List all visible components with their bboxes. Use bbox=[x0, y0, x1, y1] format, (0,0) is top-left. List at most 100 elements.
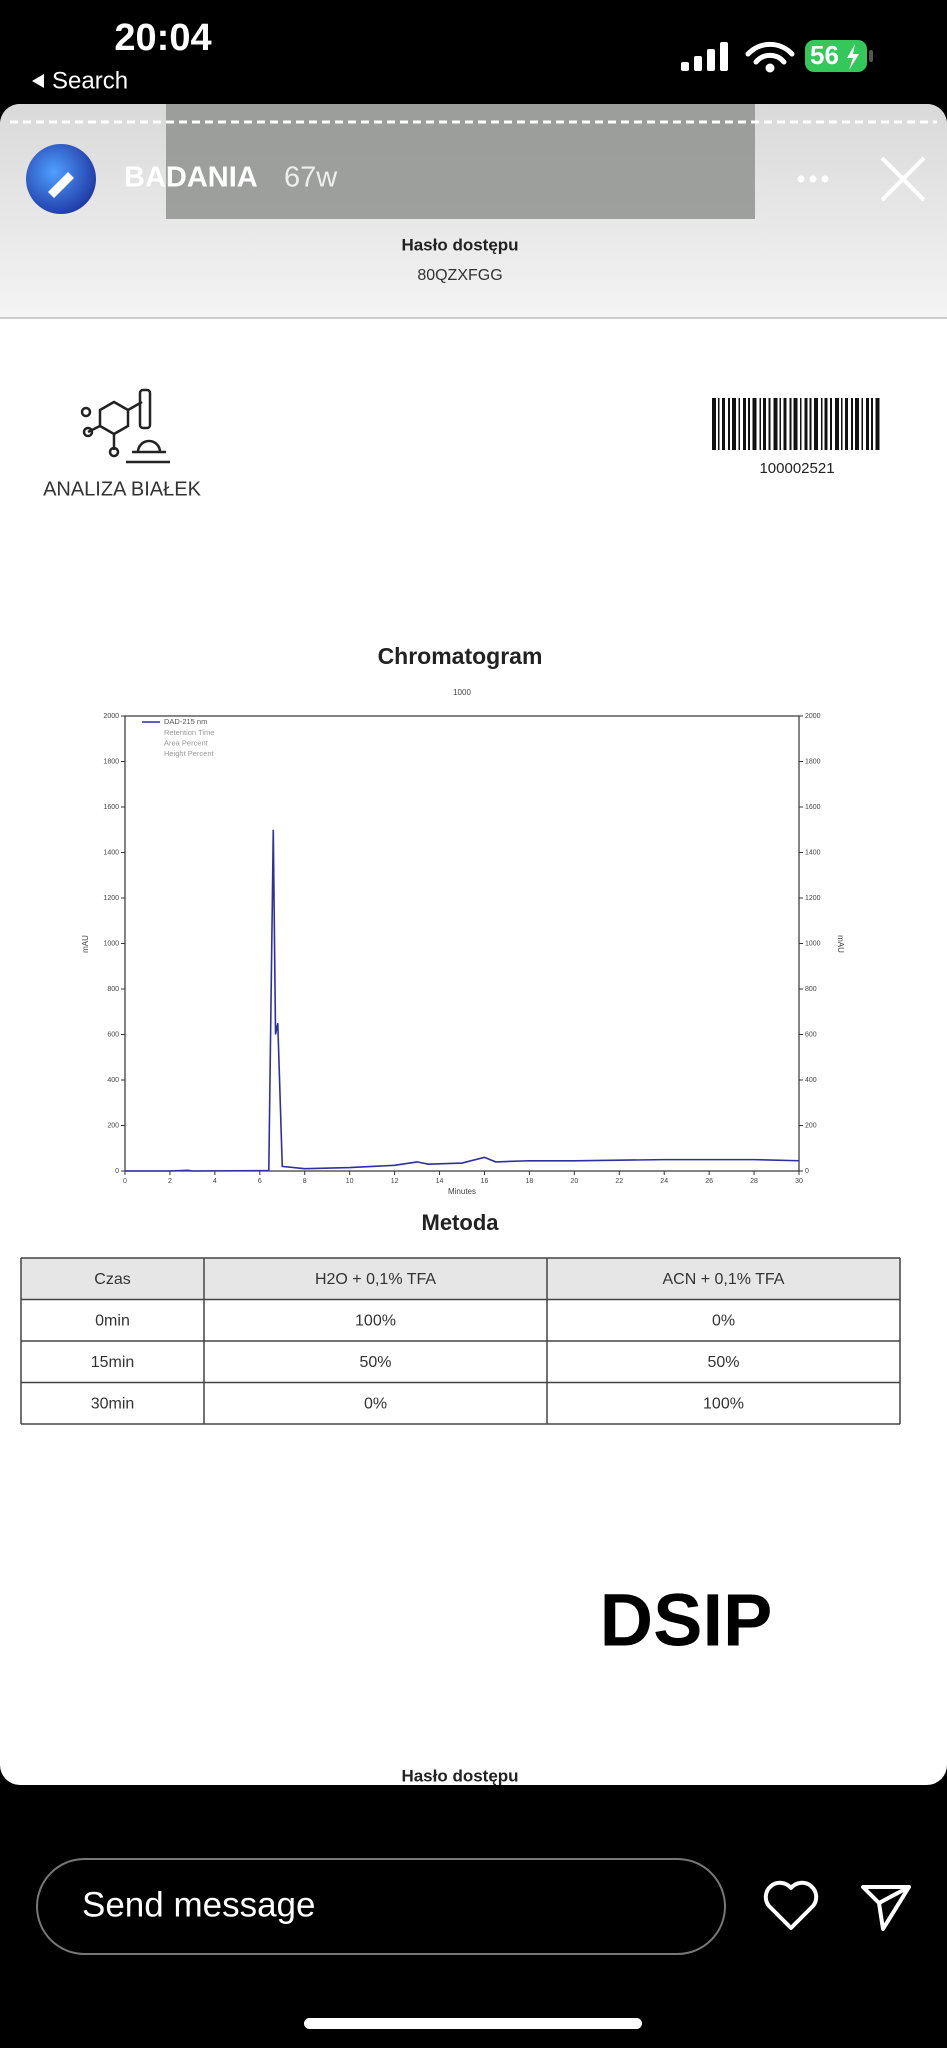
barcode-bar bbox=[763, 398, 766, 450]
table-header-cell: Czas bbox=[94, 1271, 130, 1288]
y2-tick-label: 400 bbox=[805, 1077, 817, 1084]
method-title: Metoda bbox=[422, 1210, 500, 1235]
barcode-bar bbox=[759, 398, 761, 450]
table-cell: 0% bbox=[712, 1312, 735, 1329]
barcode-bar bbox=[748, 398, 750, 450]
x-tick-label: 10 bbox=[346, 1178, 354, 1185]
chromatogram-line bbox=[125, 829, 800, 1172]
barcode-bar bbox=[830, 398, 832, 450]
x-tick-label: 22 bbox=[615, 1178, 623, 1185]
barcode-number: 100002521 bbox=[759, 460, 834, 477]
barcode-bar bbox=[738, 398, 740, 450]
table-cell: 50% bbox=[359, 1354, 391, 1371]
back-arrow bbox=[32, 74, 44, 88]
more-button[interactable] bbox=[797, 175, 829, 183]
table-header-cell: H2O + 0,1% TFA bbox=[315, 1271, 436, 1288]
access-code: 80QZXFGG bbox=[417, 267, 502, 284]
y2-tick-label: 1200 bbox=[805, 895, 821, 902]
x-tick-label: 30 bbox=[795, 1178, 803, 1185]
method-table: Czas H2O + 0,1% TFA ACN + 0,1% TFA 0min 100%… bbox=[20, 1257, 901, 1425]
username[interactable]: BADANIA bbox=[124, 162, 258, 194]
legend-annotation: Retention Time bbox=[164, 728, 214, 737]
barcode-bar bbox=[718, 398, 720, 450]
x-tick-label: 26 bbox=[705, 1178, 713, 1185]
y2-axis-label: mAU bbox=[836, 935, 845, 953]
logo-text: ANALIZA BIAŁEK bbox=[43, 478, 202, 500]
barcode-bar bbox=[855, 398, 859, 450]
barcode-bar bbox=[866, 398, 869, 450]
table-cell: 0% bbox=[364, 1395, 387, 1412]
share-button[interactable] bbox=[861, 1885, 911, 1931]
battery-cap bbox=[869, 50, 873, 62]
clock: 20:04 bbox=[114, 17, 211, 59]
barcode-bar bbox=[743, 398, 746, 450]
y-axis-label: mAU bbox=[81, 935, 90, 953]
barcode-bar bbox=[841, 398, 843, 450]
x-tick-label: 4 bbox=[213, 1178, 217, 1185]
x-tick-label: 16 bbox=[481, 1178, 489, 1185]
y-tick-label: 2000 bbox=[103, 713, 119, 720]
like-button[interactable] bbox=[763, 1880, 819, 1930]
legend-annotation: Area Percent bbox=[164, 738, 209, 747]
wifi-icon bbox=[745, 41, 795, 73]
y2-tick-label: 1600 bbox=[805, 804, 821, 811]
x-tick-label: 8 bbox=[303, 1178, 307, 1185]
signal-icon bbox=[681, 42, 728, 71]
barcode-bar bbox=[752, 398, 757, 450]
barcode-bar bbox=[773, 398, 778, 450]
y-tick-label: 1600 bbox=[103, 804, 119, 811]
barcode-bar bbox=[809, 398, 812, 450]
y-tick-label: 200 bbox=[107, 1122, 119, 1129]
y-tick-label: 400 bbox=[107, 1077, 119, 1084]
table-cell: 0min bbox=[95, 1312, 130, 1329]
y-tick-label: 1000 bbox=[103, 940, 119, 947]
y2-tick-label: 1400 bbox=[805, 849, 821, 856]
y2-tick-label: 600 bbox=[805, 1031, 817, 1038]
x-tick-label: 14 bbox=[436, 1178, 444, 1185]
y-tick-label: 1800 bbox=[103, 758, 119, 765]
barcode-bar bbox=[824, 398, 828, 450]
x-tick-label: 0 bbox=[123, 1178, 127, 1185]
access-label: Hasło dostępu bbox=[401, 235, 518, 254]
table-header-cell: ACN + 0,1% TFA bbox=[663, 1271, 785, 1288]
barcode-bar bbox=[783, 398, 787, 450]
y2-tick-label: 1000 bbox=[805, 940, 821, 947]
chart-subtitle: 1000 bbox=[453, 688, 471, 697]
y2-tick-label: 2000 bbox=[805, 713, 821, 720]
battery-level: 56 bbox=[810, 40, 839, 70]
x-tick-label: 24 bbox=[660, 1178, 668, 1185]
message-input[interactable] bbox=[36, 1858, 726, 1955]
barcode-bar bbox=[789, 398, 792, 450]
barcode-bar bbox=[779, 398, 781, 450]
y-tick-label: 0 bbox=[115, 1168, 119, 1175]
x-tick-label: 18 bbox=[526, 1178, 534, 1185]
y2-tick-label: 0 bbox=[805, 1168, 809, 1175]
message-placeholder: Send message bbox=[82, 1885, 315, 1924]
back-link[interactable]: Search bbox=[52, 67, 128, 94]
barcode-bar bbox=[728, 398, 730, 450]
avatar-icon bbox=[48, 172, 74, 198]
y2-tick-label: 1800 bbox=[805, 758, 821, 765]
product-name: DSIP bbox=[600, 1579, 773, 1662]
barcode bbox=[712, 398, 880, 450]
post-age: 67w bbox=[284, 162, 338, 194]
x-tick-label: 2 bbox=[168, 1178, 172, 1185]
x-tick-label: 28 bbox=[750, 1178, 758, 1185]
barcode-bar bbox=[793, 398, 798, 450]
barcode-bar bbox=[871, 398, 873, 450]
barcode-bar bbox=[821, 398, 823, 450]
barcode-bar bbox=[800, 398, 802, 450]
barcode-bar bbox=[835, 398, 839, 450]
charging-icon bbox=[847, 44, 859, 70]
logo bbox=[80, 388, 170, 464]
y-tick-label: 600 bbox=[107, 1031, 119, 1038]
barcode-bar bbox=[851, 398, 853, 450]
barcode-bar bbox=[722, 398, 725, 450]
barcode-bar bbox=[732, 398, 736, 450]
x-tick-label: 20 bbox=[570, 1178, 578, 1185]
home-indicator bbox=[304, 2018, 642, 2029]
close-button[interactable] bbox=[880, 156, 926, 202]
y-tick-label: 1200 bbox=[103, 895, 119, 902]
